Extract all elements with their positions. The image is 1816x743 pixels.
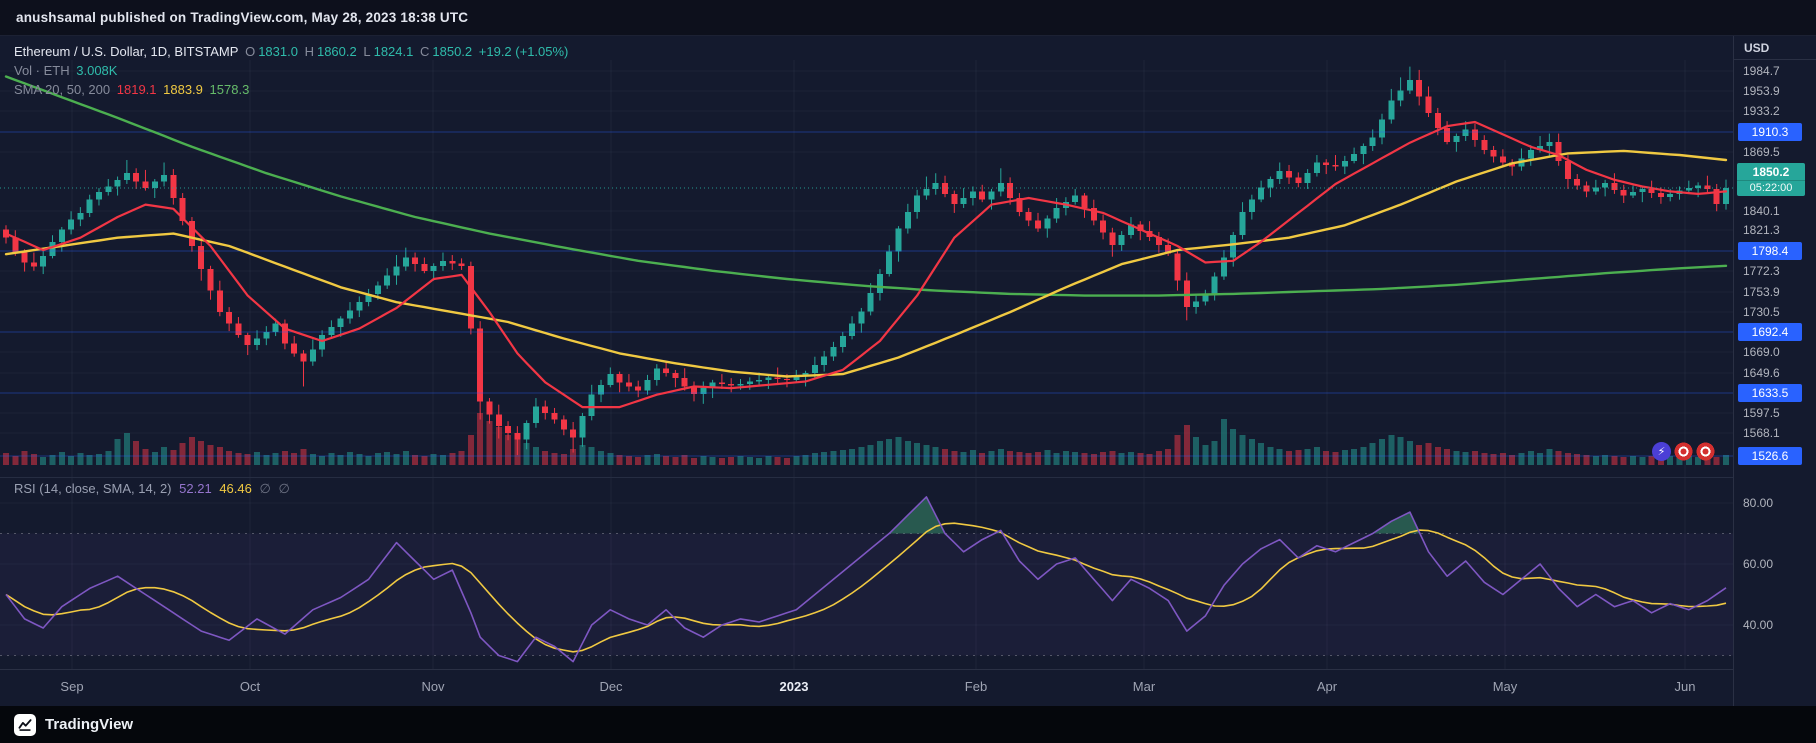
rsi-band-hidden-1: ∅: [259, 481, 271, 496]
time-axis-label: Apr: [1316, 679, 1338, 694]
ohlc-low-value: 1824.1: [373, 44, 414, 59]
symbol-legend: Ethereum / U.S. Dollar, 1D, BITSTAMP O 18…: [14, 42, 571, 99]
time-axis[interactable]: Sep Oct Nov Dec 2023 Feb Mar Apr May Jun: [0, 669, 1816, 706]
ohlc-open-value: 1831.0: [258, 44, 298, 59]
time-axis-label: Nov: [421, 679, 445, 694]
sma20-value: 1819.1: [116, 82, 157, 97]
price-alert-badge: 1633.5: [1738, 384, 1802, 402]
price-axis-label: 1669.0: [1743, 345, 1780, 359]
time-axis-label: Sep: [60, 679, 84, 694]
time-axis-label: Feb: [964, 679, 988, 694]
price-axis-label: 1984.7: [1743, 64, 1780, 78]
ohlc-high-value: 1860.2: [316, 44, 357, 59]
ohlc-open-label: O: [245, 44, 256, 59]
time-axis-label: Jun: [1674, 679, 1696, 694]
symbol-title-row[interactable]: Ethereum / U.S. Dollar, 1D, BITSTAMP O 18…: [14, 42, 571, 61]
countdown-timer: 05:22:00: [1737, 180, 1805, 196]
last-price-badge: 1850.2 05:22:00: [1737, 163, 1805, 196]
tradingview-logo[interactable]: [14, 713, 36, 736]
target-icon: [1696, 442, 1715, 461]
price-axis-label: 1649.6: [1743, 366, 1780, 380]
rsi-sma-value: 46.46: [219, 481, 252, 496]
symbol-title: Ethereum / U.S. Dollar, 1D, BITSTAMP: [14, 44, 239, 59]
price-axis-label: 1933.2: [1743, 104, 1780, 118]
price-axis-label: 1730.5: [1743, 305, 1780, 319]
change-value: +19.2 (+1.05%): [478, 44, 569, 59]
ohlc-high-label: H: [304, 44, 314, 59]
price-axis-label: 1821.3: [1743, 223, 1780, 237]
rsi-legend-row[interactable]: RSI (14, close, SMA, 14, 2) 52.21 46.46 …: [14, 481, 294, 497]
price-alert-badge: 1910.3: [1738, 123, 1802, 141]
chart-container: Ethereum / U.S. Dollar, 1D, BITSTAMP O 18…: [0, 36, 1816, 706]
last-price-value: 1850.2: [1752, 165, 1790, 179]
time-axis-label: Oct: [239, 679, 261, 694]
volume-label: Vol · ETH: [14, 63, 70, 78]
time-axis-label: 2023: [779, 679, 809, 694]
ohlc-close-label: C: [419, 44, 430, 59]
target-icon: [1674, 442, 1693, 461]
price-axis-label: 1953.9: [1743, 84, 1780, 98]
chart-canvas[interactable]: [0, 36, 1733, 706]
publish-header-text: anushsamal published on TradingView.com,…: [16, 10, 469, 25]
price-axis-label: 1753.9: [1743, 285, 1780, 299]
rsi-axis-label: 40.00: [1743, 618, 1774, 632]
ohlc-low-label: L: [363, 44, 371, 59]
ohlc-close-value: 1850.2: [432, 44, 473, 59]
panel-separator[interactable]: [0, 477, 1816, 478]
volume-value: 3.008K: [76, 63, 118, 78]
price-axis-label: 1568.1: [1743, 426, 1780, 440]
time-axis-label: Dec: [599, 679, 623, 694]
price-axis-currency: USD: [1734, 36, 1816, 60]
price-axis-label: 1597.5: [1743, 406, 1780, 420]
lightning-icon: ⚡: [1652, 442, 1671, 461]
time-axis-label: Mar: [1132, 679, 1156, 694]
price-alert-badge: 1798.4: [1738, 242, 1802, 260]
rsi-value: 52.21: [179, 481, 212, 496]
footer-bar: TradingView: [0, 706, 1816, 743]
rsi-band-hidden-2: ∅: [278, 481, 290, 496]
price-axis[interactable]: USD 1984.7 1953.9 1933.2 1910.3 1869.5 1840.1…: [1733, 36, 1816, 706]
rsi-axis-label: 60.00: [1743, 557, 1774, 571]
rsi-axis-label: 80.00: [1743, 496, 1774, 510]
sma50-value: 1883.9: [163, 82, 203, 97]
sma-row[interactable]: SMA 20, 50, 200 1819.1 1883.9 1578.3: [14, 80, 571, 99]
tradingview-wordmark[interactable]: TradingView: [45, 716, 134, 733]
chart-sticker-group: ⚡: [1652, 442, 1715, 461]
price-alert-badge: 1692.4: [1738, 323, 1802, 341]
tradingview-logo-mark: [18, 718, 32, 731]
price-alert-badge: 1526.6: [1738, 447, 1802, 465]
volume-row[interactable]: Vol · ETH 3.008K: [14, 61, 571, 80]
time-axis-label: May: [1492, 679, 1518, 694]
price-axis-label: 1772.3: [1743, 264, 1780, 278]
sma-label: SMA 20, 50, 200: [14, 82, 111, 97]
price-axis-label: 1869.5: [1743, 145, 1780, 159]
sma200-value: 1578.3: [209, 82, 250, 97]
publish-header-bar: anushsamal published on TradingView.com,…: [0, 0, 1816, 36]
price-axis-label: 1840.1: [1743, 204, 1780, 218]
rsi-label: RSI (14, close, SMA, 14, 2): [14, 481, 172, 496]
